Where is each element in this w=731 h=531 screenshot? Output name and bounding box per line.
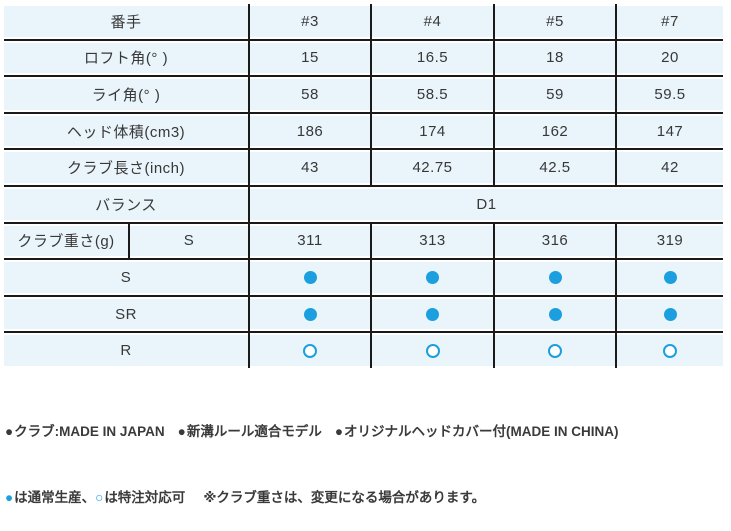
row-label-cell: 番手: [4, 4, 248, 39]
value-cell: 42: [615, 150, 723, 185]
row-label-cell: クラブ長さ(inch): [4, 150, 248, 185]
value-cell: 59.5: [615, 77, 723, 112]
dot-cell: [248, 333, 370, 368]
footer-note-line1: ●クラブ:MADE IN JAPAN ●新溝ルール適合モデル ●オリジナルヘッドカバ…: [5, 421, 731, 443]
footer-segment: ※クラブ重さは、変更になる場合があります。: [203, 490, 485, 505]
footer-notes: ●クラブ:MADE IN JAPAN ●新溝ルール適合モデル ●オリジナルヘッドカバ…: [5, 377, 731, 531]
footer-segment: ●新溝ルール適合モデル: [178, 424, 322, 439]
dot-cell: [248, 260, 370, 295]
row-sublabel-cell: S: [128, 223, 248, 259]
filled-circle-icon: [548, 270, 562, 284]
filled-circle-icon: [426, 307, 439, 321]
value-cell: #5: [493, 4, 615, 39]
footer-text: 新溝ルール適合モデル: [186, 423, 322, 439]
footer-segment: ●は通常生産、: [5, 490, 95, 505]
dot-cell: [248, 296, 370, 332]
footer-text: クラブ:MADE IN JAPAN: [14, 423, 165, 439]
value-cell: 313: [370, 223, 493, 259]
filled-circle-icon: ●: [5, 489, 14, 505]
footer-text: オリジナルヘッドカバー付(MADE IN CHINA): [343, 423, 619, 439]
value-cell: 174: [370, 113, 493, 149]
balance-value-cell: D1: [248, 186, 723, 222]
dot-cell: [615, 333, 723, 368]
value-cell: 316: [493, 223, 615, 259]
open-circle-icon: [548, 343, 562, 358]
value-cell: 58: [248, 77, 370, 112]
dot-cell: [370, 296, 493, 332]
filled-circle-icon: [663, 307, 677, 321]
spec-table: 番手 #3 #4 #5 #7 ロフト角(° ) 15 16.5 18 20 ライ角(° ) 58 58.…: [4, 4, 723, 368]
footer-segment: ●オリジナルヘッドカバー付(MADE IN CHINA): [335, 424, 619, 439]
value-cell: 18: [493, 40, 615, 76]
table-row: ロフト角(° ) 15 16.5 18 20: [4, 40, 723, 78]
table-row: クラブ重さ(g) S 311 313 316 319: [4, 223, 723, 261]
dot-cell: [615, 296, 723, 332]
footer-note-line2: ●は通常生産、○は特注対応可 ※クラブ重さは、変更になる場合があります。: [5, 487, 731, 509]
dot-cell: [370, 333, 493, 368]
row-label-cell: ロフト角(° ): [4, 40, 248, 76]
dark-bullet-icon: ●: [177, 423, 186, 439]
dot-cell: [493, 333, 615, 368]
row-label-cell: S: [4, 260, 248, 295]
row-label-cell: バランス: [4, 186, 248, 222]
table-row: S: [4, 260, 723, 297]
value-cell: 319: [615, 223, 723, 259]
row-label-cell: ヘッド体積(cm3): [4, 113, 248, 149]
value-cell: 42.75: [370, 150, 493, 185]
dot-cell: [493, 260, 615, 295]
table-row: ヘッド体積(cm3) 186 174 162 147: [4, 113, 723, 151]
value-cell: 15: [248, 40, 370, 76]
footer-text: ※クラブ重さは、変更になる場合があります。: [203, 489, 486, 505]
filled-circle-icon: [303, 270, 317, 284]
table-row: 番手 #3 #4 #5 #7: [4, 4, 723, 41]
filled-circle-icon: [426, 270, 439, 284]
row-label-cell: SR: [4, 296, 248, 332]
footer-segment: ○は特注対応可: [95, 490, 185, 505]
row-label-cell: R: [4, 333, 248, 368]
row-label-cell: クラブ重さ(g): [4, 223, 128, 259]
value-cell: #7: [615, 4, 723, 39]
footer-text: は通常生産、: [14, 489, 96, 505]
footer-segment: ●クラブ:MADE IN JAPAN: [5, 424, 165, 439]
dark-bullet-icon: ●: [5, 423, 14, 439]
filled-circle-icon: [663, 270, 677, 284]
value-cell: #3: [248, 4, 370, 39]
value-cell: 162: [493, 113, 615, 149]
dot-cell: [615, 260, 723, 295]
filled-circle-icon: [303, 307, 317, 321]
dot-cell: [493, 296, 615, 332]
open-circle-icon: [425, 343, 440, 358]
open-circle-icon: [303, 343, 317, 358]
value-cell: 59: [493, 77, 615, 112]
dark-bullet-icon: ●: [334, 423, 343, 439]
table-row: R: [4, 333, 723, 368]
dot-cell: [370, 260, 493, 295]
table-row: クラブ長さ(inch) 43 42.75 42.5 42: [4, 150, 723, 187]
value-cell: #4: [370, 4, 493, 39]
footer-text: は特注対応可: [104, 489, 186, 505]
value-cell: 147: [615, 113, 723, 149]
table-row: バランス D1: [4, 186, 723, 224]
value-cell: 20: [615, 40, 723, 76]
table-row: ライ角(° ) 58 58.5 59 59.5: [4, 77, 723, 114]
value-cell: 58.5: [370, 77, 493, 112]
filled-circle-icon: [548, 307, 562, 321]
value-cell: 42.5: [493, 150, 615, 185]
table-row: SR: [4, 296, 723, 334]
open-circle-icon: ○: [95, 489, 104, 505]
value-cell: 43: [248, 150, 370, 185]
value-cell: 311: [248, 223, 370, 259]
value-cell: 186: [248, 113, 370, 149]
row-label-cell: ライ角(° ): [4, 77, 248, 112]
open-circle-icon: [663, 343, 677, 358]
value-cell: 16.5: [370, 40, 493, 76]
